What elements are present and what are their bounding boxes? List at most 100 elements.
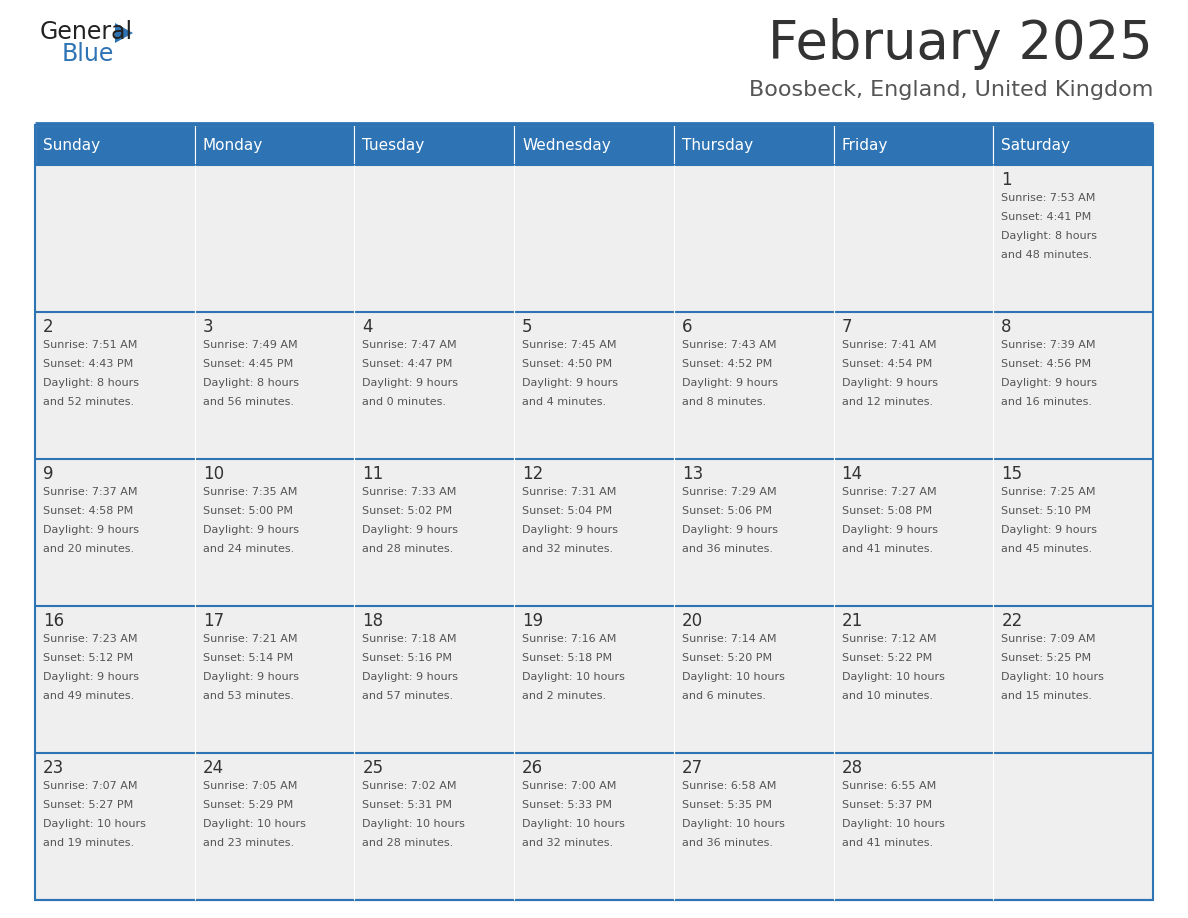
Bar	[993, 753, 1154, 900]
Text: 18: 18	[362, 612, 384, 630]
Text: Daylight: 9 hours: Daylight: 9 hours	[203, 672, 298, 682]
Bar	[993, 125, 1154, 165]
Text: Sunset: 4:50 PM: Sunset: 4:50 PM	[523, 359, 612, 369]
Text: Sunrise: 7:12 AM: Sunrise: 7:12 AM	[841, 634, 936, 644]
Text: and 20 minutes.: and 20 minutes.	[43, 544, 134, 554]
Bar	[834, 125, 993, 165]
Text: Sunset: 5:22 PM: Sunset: 5:22 PM	[841, 653, 931, 663]
Text: 28: 28	[841, 759, 862, 777]
Text: Sunset: 5:33 PM: Sunset: 5:33 PM	[523, 800, 612, 810]
Text: Daylight: 9 hours: Daylight: 9 hours	[43, 672, 139, 682]
Bar	[195, 312, 354, 459]
Text: Sunrise: 7:35 AM: Sunrise: 7:35 AM	[203, 487, 297, 497]
Text: and 52 minutes.: and 52 minutes.	[43, 397, 134, 407]
Text: Friday: Friday	[841, 138, 887, 152]
Text: Daylight: 9 hours: Daylight: 9 hours	[523, 525, 618, 535]
Text: 6: 6	[682, 318, 693, 336]
Text: Sunset: 5:08 PM: Sunset: 5:08 PM	[841, 506, 931, 516]
Text: Sunrise: 7:37 AM: Sunrise: 7:37 AM	[43, 487, 138, 497]
Text: Sunset: 5:29 PM: Sunset: 5:29 PM	[203, 800, 293, 810]
Bar	[354, 606, 514, 753]
Text: Sunset: 5:31 PM: Sunset: 5:31 PM	[362, 800, 453, 810]
Text: Daylight: 10 hours: Daylight: 10 hours	[43, 819, 146, 829]
Text: Daylight: 9 hours: Daylight: 9 hours	[362, 672, 459, 682]
Text: 17: 17	[203, 612, 223, 630]
Text: February 2025: February 2025	[769, 18, 1154, 70]
Bar	[195, 459, 354, 606]
Text: Sunrise: 7:33 AM: Sunrise: 7:33 AM	[362, 487, 457, 497]
Text: and 36 minutes.: and 36 minutes.	[682, 838, 773, 848]
Text: Sunrise: 7:29 AM: Sunrise: 7:29 AM	[682, 487, 777, 497]
Text: Sunset: 5:10 PM: Sunset: 5:10 PM	[1001, 506, 1092, 516]
Bar	[195, 125, 354, 165]
Bar	[195, 165, 354, 312]
Text: Sunrise: 7:27 AM: Sunrise: 7:27 AM	[841, 487, 936, 497]
Bar	[514, 165, 674, 312]
Text: Sunset: 5:18 PM: Sunset: 5:18 PM	[523, 653, 612, 663]
Text: Daylight: 8 hours: Daylight: 8 hours	[203, 378, 298, 388]
Bar	[514, 125, 674, 165]
Text: Daylight: 9 hours: Daylight: 9 hours	[682, 378, 778, 388]
Bar	[674, 753, 834, 900]
Text: 27: 27	[682, 759, 703, 777]
Bar	[354, 753, 514, 900]
Text: Sunday: Sunday	[43, 138, 100, 152]
Text: and 24 minutes.: and 24 minutes.	[203, 544, 293, 554]
Bar	[34, 606, 195, 753]
Bar	[354, 165, 514, 312]
Text: and 56 minutes.: and 56 minutes.	[203, 397, 293, 407]
Bar	[34, 165, 195, 312]
Text: Daylight: 9 hours: Daylight: 9 hours	[523, 378, 618, 388]
Text: General: General	[40, 20, 133, 44]
Bar	[34, 125, 195, 165]
Text: Daylight: 9 hours: Daylight: 9 hours	[362, 525, 459, 535]
Text: Thursday: Thursday	[682, 138, 753, 152]
Text: Sunrise: 7:51 AM: Sunrise: 7:51 AM	[43, 340, 138, 350]
Text: Daylight: 10 hours: Daylight: 10 hours	[203, 819, 305, 829]
Text: Daylight: 9 hours: Daylight: 9 hours	[362, 378, 459, 388]
Text: Sunset: 5:00 PM: Sunset: 5:00 PM	[203, 506, 292, 516]
Bar	[354, 125, 514, 165]
Text: Sunset: 4:58 PM: Sunset: 4:58 PM	[43, 506, 133, 516]
Text: and 10 minutes.: and 10 minutes.	[841, 691, 933, 701]
Text: and 32 minutes.: and 32 minutes.	[523, 544, 613, 554]
Text: Sunset: 4:41 PM: Sunset: 4:41 PM	[1001, 212, 1092, 222]
Text: Sunrise: 7:39 AM: Sunrise: 7:39 AM	[1001, 340, 1095, 350]
Text: Sunrise: 7:53 AM: Sunrise: 7:53 AM	[1001, 193, 1095, 203]
Text: Daylight: 9 hours: Daylight: 9 hours	[1001, 378, 1098, 388]
Bar	[34, 125, 1154, 900]
Text: Sunrise: 7:25 AM: Sunrise: 7:25 AM	[1001, 487, 1095, 497]
Text: Sunrise: 7:41 AM: Sunrise: 7:41 AM	[841, 340, 936, 350]
Text: and 8 minutes.: and 8 minutes.	[682, 397, 766, 407]
Text: Sunset: 4:56 PM: Sunset: 4:56 PM	[1001, 359, 1092, 369]
Text: 15: 15	[1001, 465, 1023, 483]
Text: 5: 5	[523, 318, 532, 336]
Bar	[834, 606, 993, 753]
Text: Daylight: 10 hours: Daylight: 10 hours	[841, 819, 944, 829]
Text: 21: 21	[841, 612, 862, 630]
Text: and 49 minutes.: and 49 minutes.	[43, 691, 134, 701]
Bar	[834, 312, 993, 459]
Text: Daylight: 9 hours: Daylight: 9 hours	[1001, 525, 1098, 535]
Text: Sunrise: 6:58 AM: Sunrise: 6:58 AM	[682, 781, 776, 791]
Bar	[354, 312, 514, 459]
Bar	[34, 753, 195, 900]
Bar	[674, 606, 834, 753]
Text: Sunset: 5:04 PM: Sunset: 5:04 PM	[523, 506, 612, 516]
Text: Sunrise: 7:14 AM: Sunrise: 7:14 AM	[682, 634, 776, 644]
Text: Sunset: 5:35 PM: Sunset: 5:35 PM	[682, 800, 772, 810]
Text: Sunrise: 7:00 AM: Sunrise: 7:00 AM	[523, 781, 617, 791]
Text: Blue: Blue	[62, 42, 114, 66]
Text: Daylight: 10 hours: Daylight: 10 hours	[523, 672, 625, 682]
Text: Daylight: 8 hours: Daylight: 8 hours	[1001, 231, 1098, 241]
Bar	[514, 459, 674, 606]
Text: Sunset: 5:20 PM: Sunset: 5:20 PM	[682, 653, 772, 663]
Text: Daylight: 8 hours: Daylight: 8 hours	[43, 378, 139, 388]
Bar	[34, 312, 195, 459]
Text: and 41 minutes.: and 41 minutes.	[841, 544, 933, 554]
Bar	[674, 165, 834, 312]
Text: and 19 minutes.: and 19 minutes.	[43, 838, 134, 848]
Bar	[514, 606, 674, 753]
Text: Sunrise: 7:18 AM: Sunrise: 7:18 AM	[362, 634, 457, 644]
Text: Daylight: 10 hours: Daylight: 10 hours	[682, 819, 785, 829]
